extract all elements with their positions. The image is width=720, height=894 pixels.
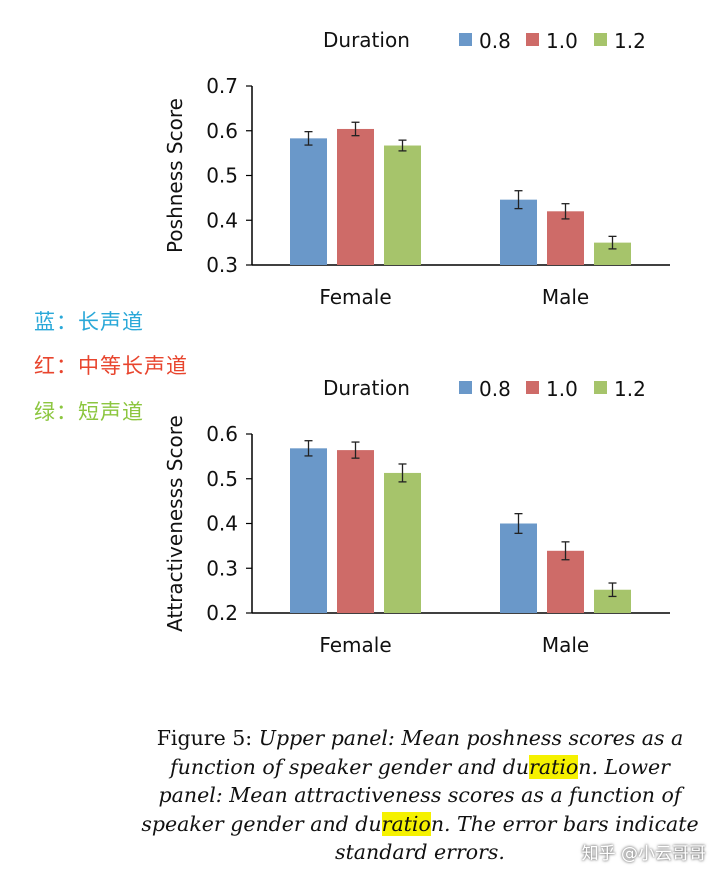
- legend-title: Duration: [323, 376, 410, 400]
- y-tick-label: 0.6: [206, 422, 238, 446]
- legend-swatch: [526, 33, 539, 46]
- legend-swatch: [526, 381, 539, 394]
- y-axis-label: Attractivenesss Score: [163, 415, 187, 632]
- caption-part2: n. Lower panel: Mean attractiveness scor…: [141, 754, 682, 836]
- bar: [500, 199, 537, 265]
- bar: [547, 550, 584, 613]
- y-tick-label: 0.2: [206, 601, 238, 625]
- legend-label: 1.2: [614, 29, 646, 53]
- bar: [594, 589, 631, 613]
- category-label: Female: [319, 285, 391, 309]
- legend-label: 0.8: [479, 29, 511, 53]
- caption-highlight-2: ratio: [381, 811, 431, 836]
- bar: [290, 448, 327, 613]
- legend-label: 1.0: [546, 29, 578, 53]
- note-green: 绿：短声道: [34, 400, 144, 424]
- bar: [290, 138, 327, 265]
- y-tick-label: 0.3: [206, 253, 238, 277]
- bar: [337, 128, 374, 265]
- caption-lead: Figure 5:: [156, 726, 259, 750]
- legend-title: Duration: [323, 28, 410, 52]
- caption-part1: Upper panel: Mean poshness scores as a f…: [170, 726, 684, 779]
- bar: [384, 145, 421, 265]
- caption-highlight-1: ratio: [529, 754, 579, 779]
- bar: [547, 211, 584, 265]
- y-tick-label: 0.5: [206, 164, 238, 188]
- y-tick-label: 0.4: [206, 512, 238, 536]
- legend-swatch: [594, 381, 607, 394]
- watermark: 知乎 @小云哥哥: [581, 844, 706, 864]
- caption-part3: n. The error bars indicate standard erro…: [335, 811, 699, 865]
- bar: [384, 472, 421, 613]
- legend-label: 1.0: [546, 377, 578, 401]
- category-label: Female: [319, 633, 391, 657]
- y-tick-label: 0.6: [206, 119, 238, 143]
- legend-swatch: [594, 33, 607, 46]
- bar: [500, 523, 537, 613]
- note-red: 红：中等长声道: [34, 354, 188, 378]
- category-label: Male: [542, 285, 589, 309]
- legend-label: 1.2: [614, 377, 646, 401]
- category-label: Male: [542, 633, 589, 657]
- y-tick-label: 0.3: [206, 556, 238, 580]
- legend-swatch: [459, 381, 472, 394]
- note-blue: 蓝：长声道: [34, 310, 144, 334]
- y-tick-label: 0.5: [206, 467, 238, 491]
- bar-charts: 0.3 0.4 0.5 0.6 0.7 Poshness Score Female Male D…: [163, 28, 670, 657]
- y-tick-label: 0.7: [206, 74, 238, 98]
- y-tick-label: 0.4: [206, 208, 238, 232]
- legend-swatch: [459, 33, 472, 46]
- figure-caption: Figure 5: Upper panel: Mean poshness sco…: [140, 724, 700, 867]
- y-axis-label: Poshness Score: [163, 98, 187, 253]
- bar: [337, 450, 374, 613]
- legend-label: 0.8: [479, 377, 511, 401]
- bar: [594, 242, 631, 265]
